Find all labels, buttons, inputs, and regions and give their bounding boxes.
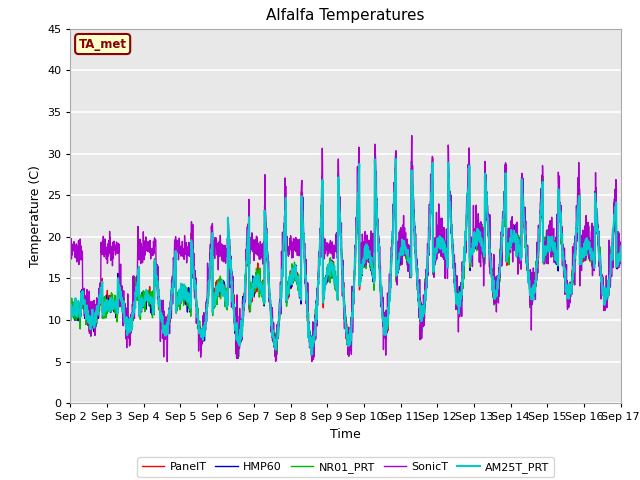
- PanelT: [584, 239, 592, 245]
- PanelT: [617, 249, 625, 255]
- HMP60: [355, 156, 363, 162]
- NR01_PRT: [220, 289, 228, 295]
- PanelT: [506, 243, 514, 249]
- HMP60: [362, 246, 370, 252]
- AM25T_PRT: [67, 301, 74, 307]
- NR01_PRT: [67, 303, 74, 309]
- Line: NR01_PRT: NR01_PRT: [70, 151, 621, 357]
- NR01_PRT: [584, 241, 592, 247]
- SonicT: [362, 252, 369, 257]
- HMP60: [569, 274, 577, 280]
- AM25T_PRT: [374, 226, 381, 232]
- Title: Alfalfa Temperatures: Alfalfa Temperatures: [266, 9, 425, 24]
- SonicT: [408, 132, 415, 138]
- Line: HMP60: HMP60: [70, 159, 621, 353]
- AM25T_PRT: [584, 238, 592, 244]
- Legend: PanelT, HMP60, NR01_PRT, SonicT, AM25T_PRT: PanelT, HMP60, NR01_PRT, SonicT, AM25T_P…: [138, 457, 554, 477]
- HMP60: [67, 307, 74, 312]
- HMP60: [220, 283, 228, 289]
- AM25T_PRT: [220, 286, 228, 291]
- Line: AM25T_PRT: AM25T_PRT: [70, 159, 621, 354]
- HMP60: [374, 228, 381, 234]
- Line: PanelT: PanelT: [70, 158, 621, 356]
- AM25T_PRT: [569, 274, 577, 280]
- NR01_PRT: [392, 148, 400, 154]
- AM25T_PRT: [392, 156, 399, 162]
- PanelT: [429, 155, 436, 161]
- PanelT: [374, 217, 381, 223]
- NR01_PRT: [235, 354, 243, 360]
- SonicT: [220, 249, 228, 254]
- AM25T_PRT: [506, 246, 514, 252]
- Y-axis label: Temperature (C): Temperature (C): [29, 165, 42, 267]
- NR01_PRT: [374, 221, 381, 227]
- X-axis label: Time: Time: [330, 428, 361, 441]
- SonicT: [584, 219, 592, 225]
- SonicT: [374, 216, 381, 221]
- Line: SonicT: SonicT: [70, 135, 621, 361]
- HMP60: [584, 229, 592, 235]
- SonicT: [163, 359, 171, 364]
- AM25T_PRT: [362, 248, 369, 253]
- SonicT: [569, 244, 577, 250]
- PanelT: [220, 282, 228, 288]
- NR01_PRT: [617, 251, 625, 256]
- NR01_PRT: [569, 282, 577, 288]
- PanelT: [362, 243, 369, 249]
- SonicT: [617, 243, 625, 249]
- Text: TA_met: TA_met: [79, 37, 127, 50]
- AM25T_PRT: [307, 351, 315, 357]
- PanelT: [67, 311, 74, 317]
- HMP60: [309, 350, 317, 356]
- SonicT: [67, 239, 74, 245]
- SonicT: [506, 249, 514, 255]
- NR01_PRT: [362, 240, 369, 246]
- PanelT: [569, 274, 577, 280]
- HMP60: [617, 246, 625, 252]
- NR01_PRT: [506, 245, 514, 251]
- AM25T_PRT: [617, 244, 625, 250]
- HMP60: [506, 243, 514, 249]
- PanelT: [308, 353, 316, 359]
